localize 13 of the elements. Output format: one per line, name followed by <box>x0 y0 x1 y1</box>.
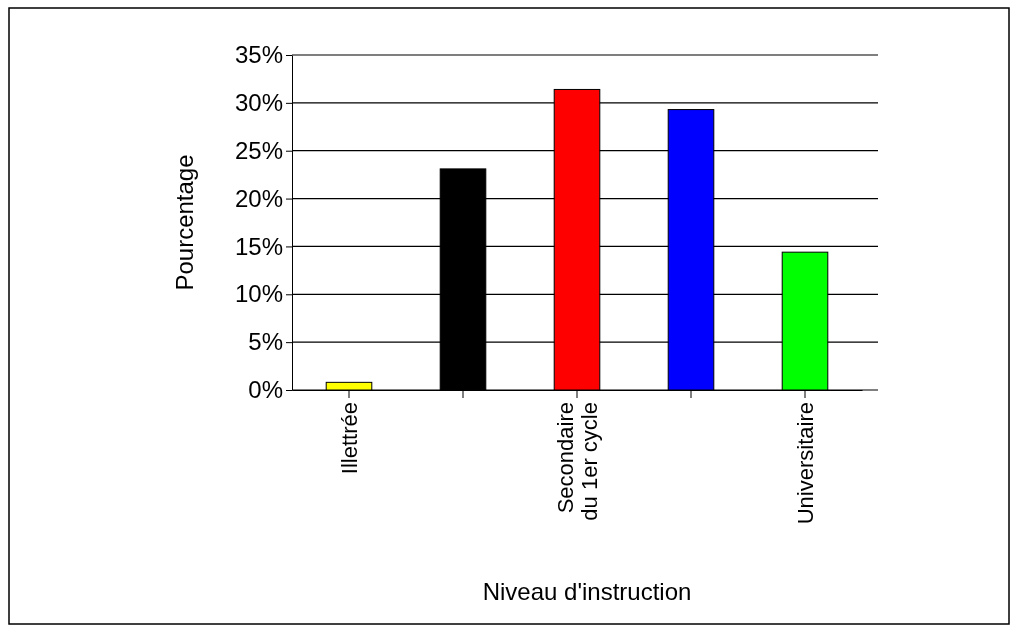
x-tick-label: Secondaire du 1er cycle <box>552 402 602 521</box>
y-tick-label: 5% <box>248 328 283 356</box>
y-tick-label: 0% <box>248 376 283 404</box>
y-tick-label: 20% <box>234 184 283 212</box>
x-axis-title: Niveau d'instruction <box>482 578 692 605</box>
x-tick-label: Illettrée <box>336 402 362 475</box>
y-axis-title: Pourcentage <box>171 154 198 291</box>
y-tick-label: 15% <box>234 232 283 260</box>
y-tick-label: 25% <box>234 136 283 164</box>
y-tick-label: 10% <box>234 280 283 308</box>
y-tick-label: 35% <box>234 41 283 69</box>
y-tick-label: 30% <box>234 89 283 117</box>
x-tick-label: Universitaire <box>792 402 818 525</box>
